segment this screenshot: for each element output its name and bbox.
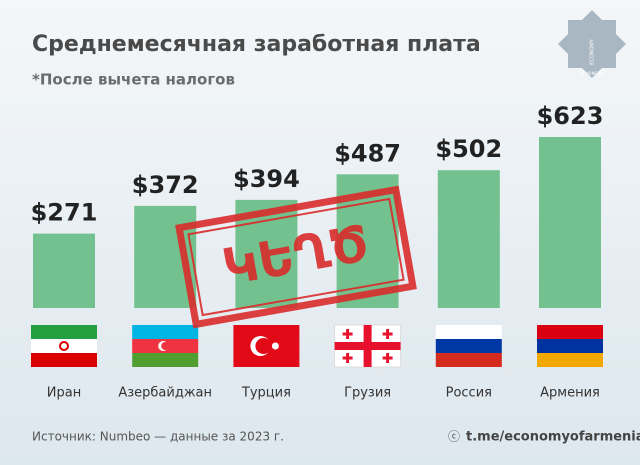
value-label: $487 bbox=[334, 139, 401, 167]
flag-stripe bbox=[435, 353, 502, 367]
logo-text: ECONOMY bbox=[590, 38, 596, 65]
chart-title: Среднемесячная заработная плата bbox=[32, 32, 481, 57]
flag-cross bbox=[382, 332, 393, 336]
flag-stripe bbox=[435, 339, 502, 353]
flag bbox=[132, 325, 199, 367]
credit-icon: ⓒ bbox=[448, 430, 460, 444]
flag bbox=[334, 324, 402, 368]
flag-stripe bbox=[132, 325, 199, 339]
flag bbox=[31, 325, 97, 367]
x-tick-label: Россия bbox=[446, 386, 492, 401]
logo-text: OF ARMENIA bbox=[579, 71, 604, 76]
value-label: $502 bbox=[435, 135, 502, 163]
flag-emblem bbox=[271, 342, 279, 350]
flag-cross bbox=[334, 342, 401, 350]
bar bbox=[539, 137, 601, 308]
x-tick-label: Грузия bbox=[344, 386, 391, 401]
flag-stripe bbox=[435, 325, 502, 339]
flag-emblem bbox=[161, 342, 170, 350]
flag-cross bbox=[342, 332, 353, 336]
x-tick-label: Азербайджан bbox=[118, 386, 212, 401]
flag bbox=[537, 325, 603, 367]
flag-cross bbox=[382, 356, 393, 360]
value-label: $372 bbox=[132, 171, 199, 199]
flag-stripe bbox=[537, 325, 603, 339]
value-label: $271 bbox=[31, 199, 98, 227]
bar bbox=[33, 233, 95, 308]
value-label: $394 bbox=[233, 165, 300, 193]
flag-emblem bbox=[59, 341, 69, 351]
bar bbox=[437, 170, 500, 308]
flag-stripe bbox=[537, 339, 603, 353]
flag bbox=[233, 325, 300, 367]
credit: t.me/economyofarmenia bbox=[466, 430, 640, 445]
flag-cross bbox=[342, 356, 353, 360]
flag-stripe bbox=[132, 353, 199, 367]
x-tick-label: Армения bbox=[540, 386, 600, 401]
flag bbox=[435, 325, 502, 367]
logo: ECONOMY OF ARMENIA bbox=[558, 10, 626, 78]
flag-stripe bbox=[31, 339, 97, 353]
flag-emblem bbox=[255, 338, 272, 354]
flag-stripe bbox=[537, 353, 603, 367]
source: Источник: Numbeo — данные за 2023 г. bbox=[32, 430, 284, 444]
flag-stripe bbox=[31, 353, 97, 367]
chart-subtitle: *После вычета налогов bbox=[32, 71, 235, 89]
x-tick-label: Турция bbox=[241, 386, 291, 401]
x-tick-label: Иран bbox=[47, 386, 81, 401]
flag-stripe bbox=[31, 325, 97, 339]
value-label: $623 bbox=[537, 102, 604, 130]
